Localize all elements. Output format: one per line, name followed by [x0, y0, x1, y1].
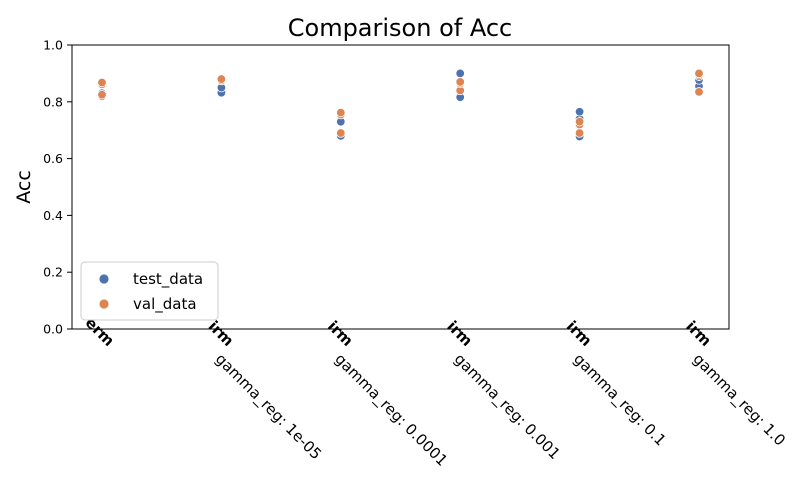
x-tick-method: irm — [563, 317, 596, 350]
legend-label: val_data — [133, 295, 197, 314]
data-point-val_data — [574, 128, 585, 138]
x-tick-param: gamma_reg: 0.001 — [450, 350, 564, 464]
x-tick-param: gamma_reg: 0.0001 — [331, 350, 452, 471]
legend-box — [80, 261, 219, 321]
data-point-test_data — [455, 68, 465, 79]
data-point-val_data — [574, 116, 585, 127]
y-axis-label: Acc — [13, 170, 35, 204]
chart-title: Comparison of Acc — [288, 14, 512, 42]
plot-frame — [71, 44, 730, 330]
data-point-val_data — [216, 74, 227, 84]
x-tick-method: irm — [205, 317, 238, 350]
y-tick-label: 0.2 — [43, 265, 63, 280]
data-point-val_data — [694, 87, 704, 97]
data-point-val_data — [97, 77, 107, 88]
data-point-val_data — [336, 128, 346, 138]
data-point-val_data — [97, 89, 107, 100]
data-point-val_data — [694, 68, 704, 79]
x-tick-param: gamma_reg: 1.0 — [689, 350, 789, 450]
x-tick-method: irm — [682, 317, 715, 350]
data-point-test_data — [574, 107, 585, 117]
data-point-val_data — [455, 77, 465, 87]
x-tick-param: gamma_reg: 0.1 — [569, 350, 669, 450]
legend: test_data val_data — [80, 261, 219, 321]
data-point-val_data — [336, 107, 346, 118]
legend-label: test_data — [133, 270, 203, 289]
legend-marker — [98, 298, 110, 310]
y-tick-label: 0.4 — [43, 208, 63, 223]
y-tick-label: 0.0 — [43, 322, 63, 337]
legend-marker — [98, 273, 110, 285]
y-tick-label: 1.0 — [43, 38, 63, 53]
x-tick-param: gamma_reg: 1e-05 — [211, 350, 325, 464]
y-tick-label: 0.6 — [43, 151, 63, 166]
y-tick-label: 0.8 — [43, 94, 63, 109]
data-points — [97, 68, 704, 142]
x-tick-method: irm — [443, 317, 476, 350]
x-tick-method: irm — [324, 317, 357, 350]
